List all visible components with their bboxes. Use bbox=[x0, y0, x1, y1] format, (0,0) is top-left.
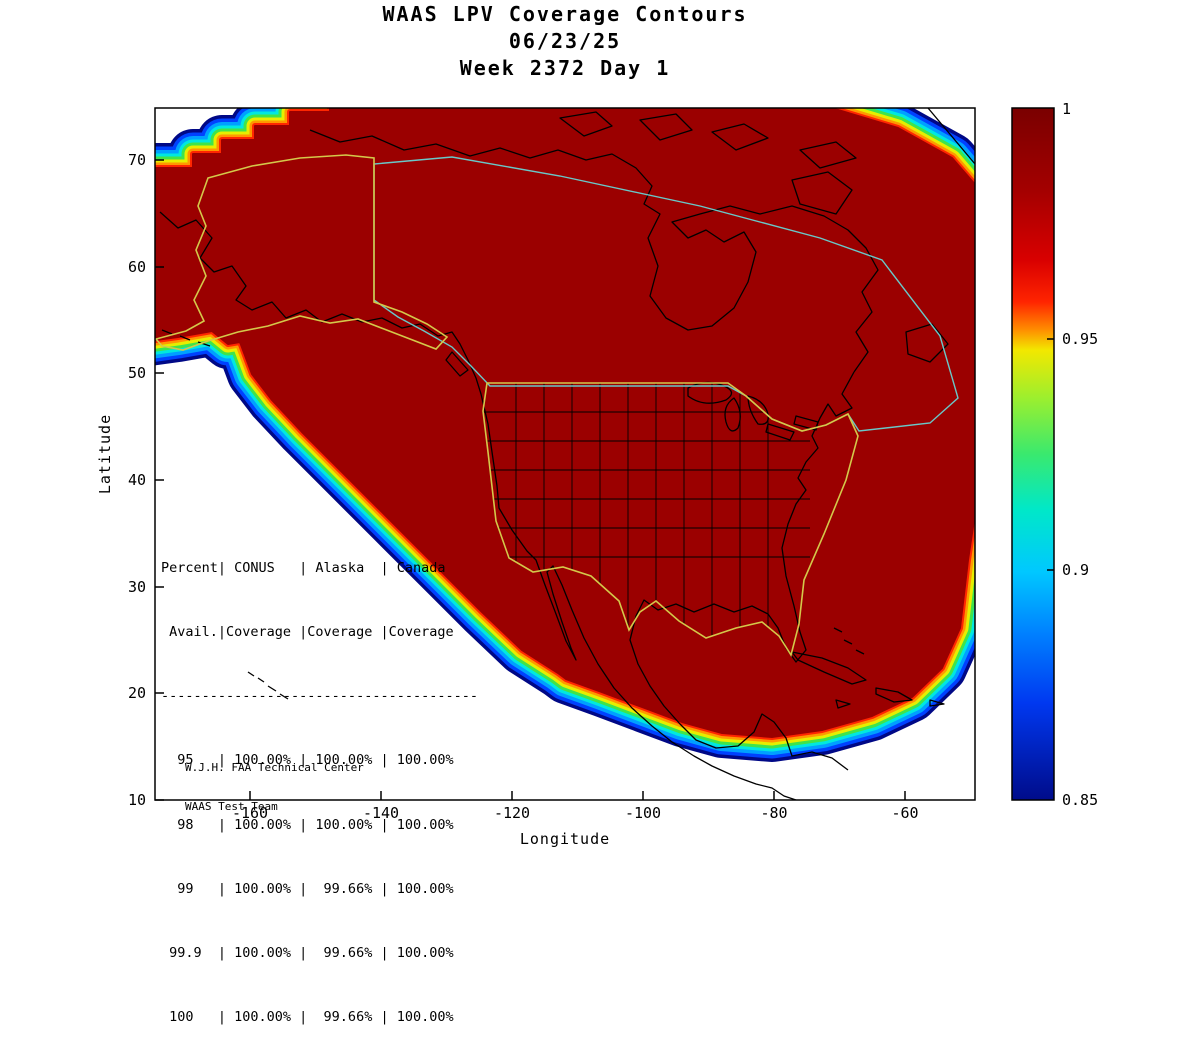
vancouver-island bbox=[445, 351, 469, 377]
coverage-map-canvas bbox=[154, 107, 1055, 801]
coastlines bbox=[159, 108, 975, 800]
y-axis-label: Latitude bbox=[96, 413, 114, 495]
y-tick-label: 30 bbox=[127, 578, 146, 596]
credit-line-2: WAAS Test Team bbox=[185, 800, 278, 813]
y-tick-label: 40 bbox=[127, 471, 146, 489]
x-tick-label: -80 bbox=[760, 804, 788, 822]
map-layers bbox=[155, 108, 975, 800]
x-axis-label: Longitude bbox=[519, 830, 611, 848]
x-tick-label: -100 bbox=[624, 804, 662, 822]
coverage-table-header-row: Avail.|Coverage |Coverage |Coverage bbox=[161, 624, 454, 641]
puerto-rico bbox=[929, 699, 945, 707]
y-tick-label: 70 bbox=[127, 151, 146, 169]
chart-week-day: Week 2372 Day 1 bbox=[459, 56, 671, 80]
x-tick-label: -160 bbox=[231, 804, 269, 822]
coverage-table-row: 98 | 100.00% | 100.00% | 100.00% bbox=[161, 816, 454, 833]
chart-title: WAAS LPV Coverage Contours bbox=[382, 2, 748, 26]
atlantic-gulf-coastline bbox=[629, 371, 855, 771]
plot-frame bbox=[154, 107, 976, 801]
cuba bbox=[791, 651, 867, 685]
lake-huron bbox=[747, 395, 769, 425]
colorbar-tick-marks bbox=[1047, 338, 1054, 571]
arctic-hudson-coastline bbox=[309, 129, 879, 373]
coverage-table-row: 95 | 100.00% | 100.00% | 100.00% bbox=[161, 752, 454, 769]
colorbar-tick-label: 0.95 bbox=[1062, 330, 1099, 348]
lake-ontario bbox=[793, 415, 819, 431]
colorbar-tick-label: 0.85 bbox=[1062, 791, 1099, 809]
hispaniola bbox=[875, 687, 913, 703]
lake-erie bbox=[765, 423, 795, 441]
coverage-table-row: 99 | 100.00% | 99.66% | 100.00% bbox=[161, 880, 454, 897]
x-tick-label: -60 bbox=[891, 804, 919, 822]
arctic-islands bbox=[559, 111, 857, 215]
coverage-table-separator: --------------------------------------- bbox=[161, 688, 478, 705]
hawaii-chain bbox=[247, 671, 289, 700]
colorbar bbox=[1011, 107, 1055, 801]
alaska-boundary bbox=[155, 154, 449, 351]
coverage-table-row: 100 | 100.00% | 99.66% | 100.00% bbox=[161, 1009, 454, 1026]
aleutian-islands bbox=[161, 329, 211, 347]
pacific-coastline bbox=[159, 211, 797, 800]
y-tick-label: 10 bbox=[127, 791, 146, 809]
newfoundland-island bbox=[905, 323, 949, 363]
grid-corner-cut bbox=[927, 108, 975, 165]
x-tick-label: -140 bbox=[362, 804, 400, 822]
y-tick-label: 60 bbox=[127, 258, 146, 276]
axis-tick-marks bbox=[155, 159, 906, 801]
y-tick-label: 20 bbox=[127, 684, 146, 702]
state-boundaries bbox=[483, 383, 810, 655]
coverage-interior bbox=[155, 108, 975, 738]
credit-text: W.J.H. FAA Technical Center WAAS Test Te… bbox=[185, 735, 364, 826]
y-tick-label: 50 bbox=[127, 364, 146, 382]
coverage-table-header-row: Percent| CONUS | Alaska | Canada bbox=[161, 559, 446, 576]
bahamas bbox=[833, 627, 865, 655]
colorbar-tick-label: 0.9 bbox=[1062, 561, 1090, 579]
credit-line-1: W.J.H. FAA Technical Center bbox=[185, 761, 364, 774]
coverage-table-row: 99.9 | 100.00% | 99.66% | 100.00% bbox=[161, 945, 454, 962]
colorbar-tick-label: 1 bbox=[1062, 100, 1072, 118]
chart-date: 06/23/25 bbox=[508, 29, 622, 53]
jamaica bbox=[835, 699, 851, 709]
waas-coverage-figure: { "title": { "line1": "WAAS LPV Coverage… bbox=[96, 2, 1099, 1026]
conus-boundary bbox=[482, 382, 859, 657]
x-tick-label: -120 bbox=[493, 804, 531, 822]
